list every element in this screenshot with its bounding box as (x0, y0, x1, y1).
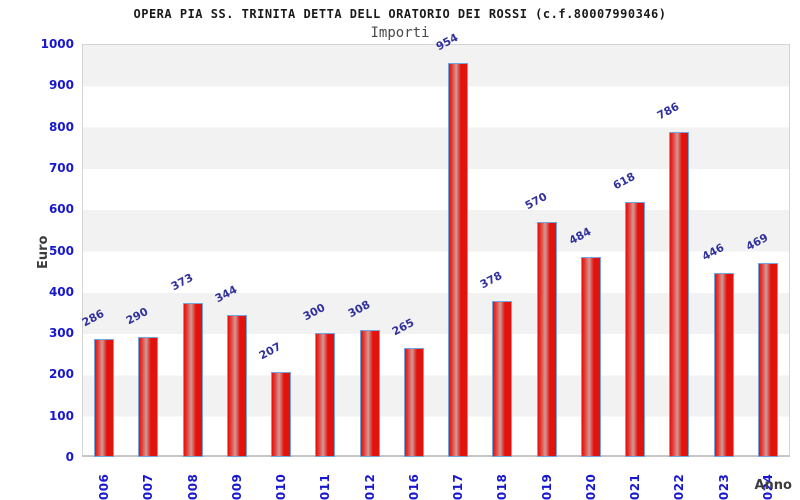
x-tick-label: 2016 (406, 473, 421, 500)
x-tick-label: 2023 (716, 473, 731, 500)
y-tick-label: 800 (48, 119, 74, 134)
x-tick-label: 2022 (672, 473, 687, 500)
y-tick-label: 400 (48, 284, 74, 299)
bar (669, 132, 690, 457)
x-tick-label: 2012 (362, 473, 377, 500)
y-tick-label: 200 (48, 367, 74, 382)
bar (94, 338, 115, 457)
y-tick-label: 500 (48, 243, 74, 258)
y-tick-label: 100 (48, 408, 74, 423)
x-tick-label: 2007 (141, 473, 156, 500)
chart-subtitle: Importi (370, 25, 430, 41)
x-axis-title: Anno (754, 478, 792, 493)
bar (315, 333, 336, 457)
bar (138, 337, 159, 457)
x-tick-label: 2018 (495, 473, 510, 500)
bar (492, 300, 513, 457)
chart-title: OPERA PIA SS. TRINITA DETTA DELL ORATORI… (133, 7, 667, 21)
x-tick-label: 2006 (97, 473, 112, 500)
x-tick-label: 2019 (539, 473, 554, 500)
y-tick-label: 900 (48, 78, 74, 93)
x-tick-label: 2020 (583, 473, 598, 500)
bar (403, 347, 424, 457)
x-tick-label: 2008 (185, 473, 200, 500)
x-tick-label: 2009 (229, 473, 244, 500)
bar (359, 329, 380, 457)
y-tick-label: 0 (65, 450, 74, 464)
y-tick-label: 1000 (40, 37, 74, 51)
x-tick-label: 2011 (318, 473, 333, 500)
y-tick-label: 600 (48, 202, 74, 217)
x-tick-label: 2017 (451, 473, 466, 500)
bar (580, 257, 601, 457)
bar (757, 263, 778, 457)
bar (226, 314, 247, 457)
bar (536, 221, 557, 457)
y-tick-label: 300 (48, 326, 74, 341)
x-tick-label: 2010 (274, 473, 289, 500)
bar (271, 371, 292, 457)
bar (448, 62, 469, 457)
bar (625, 201, 646, 457)
x-tick-label: 2021 (628, 473, 643, 500)
bar (182, 302, 203, 457)
bar (713, 272, 734, 457)
y-tick-label: 700 (48, 160, 74, 175)
